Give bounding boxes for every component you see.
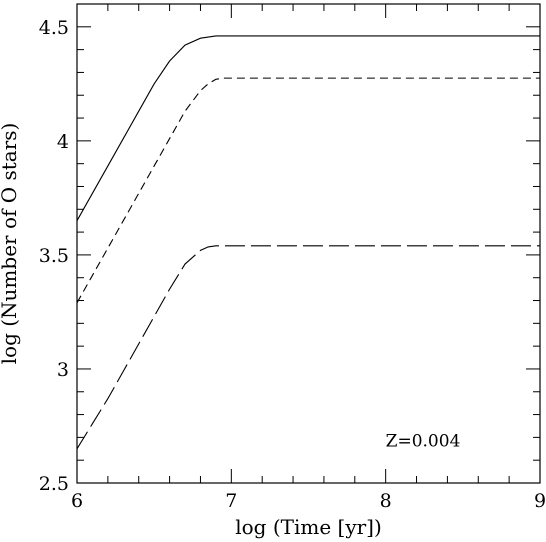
y-tick-label: 4: [57, 131, 69, 153]
axis-ticks: [76, 3, 541, 484]
y-tick-label: 3: [57, 359, 69, 381]
series-line-long-dash: [76, 245, 540, 450]
series-group: [76, 35, 540, 450]
x-tick-label: 6: [71, 490, 83, 512]
x-tick-label: 8: [380, 490, 392, 512]
y-tick-label: 4.5: [39, 17, 69, 39]
x-tick-label: 9: [534, 490, 546, 512]
y-axis-label: log (Number of O stars): [0, 123, 21, 365]
y-tick-label: 3.5: [39, 245, 69, 267]
plot-frame: [76, 3, 541, 484]
series-line-short-dash: [76, 77, 540, 304]
tick-labels: 6 7 8 9 2.5 3 3.5 4 4.5: [39, 17, 546, 512]
metallicity-annotation: Z=0.004: [386, 432, 461, 452]
series-line-solid: [76, 35, 540, 221]
x-axis-label: log (Time [yr]): [235, 515, 382, 539]
x-tick-label: 7: [225, 490, 237, 512]
y-tick-label: 2.5: [39, 473, 69, 495]
